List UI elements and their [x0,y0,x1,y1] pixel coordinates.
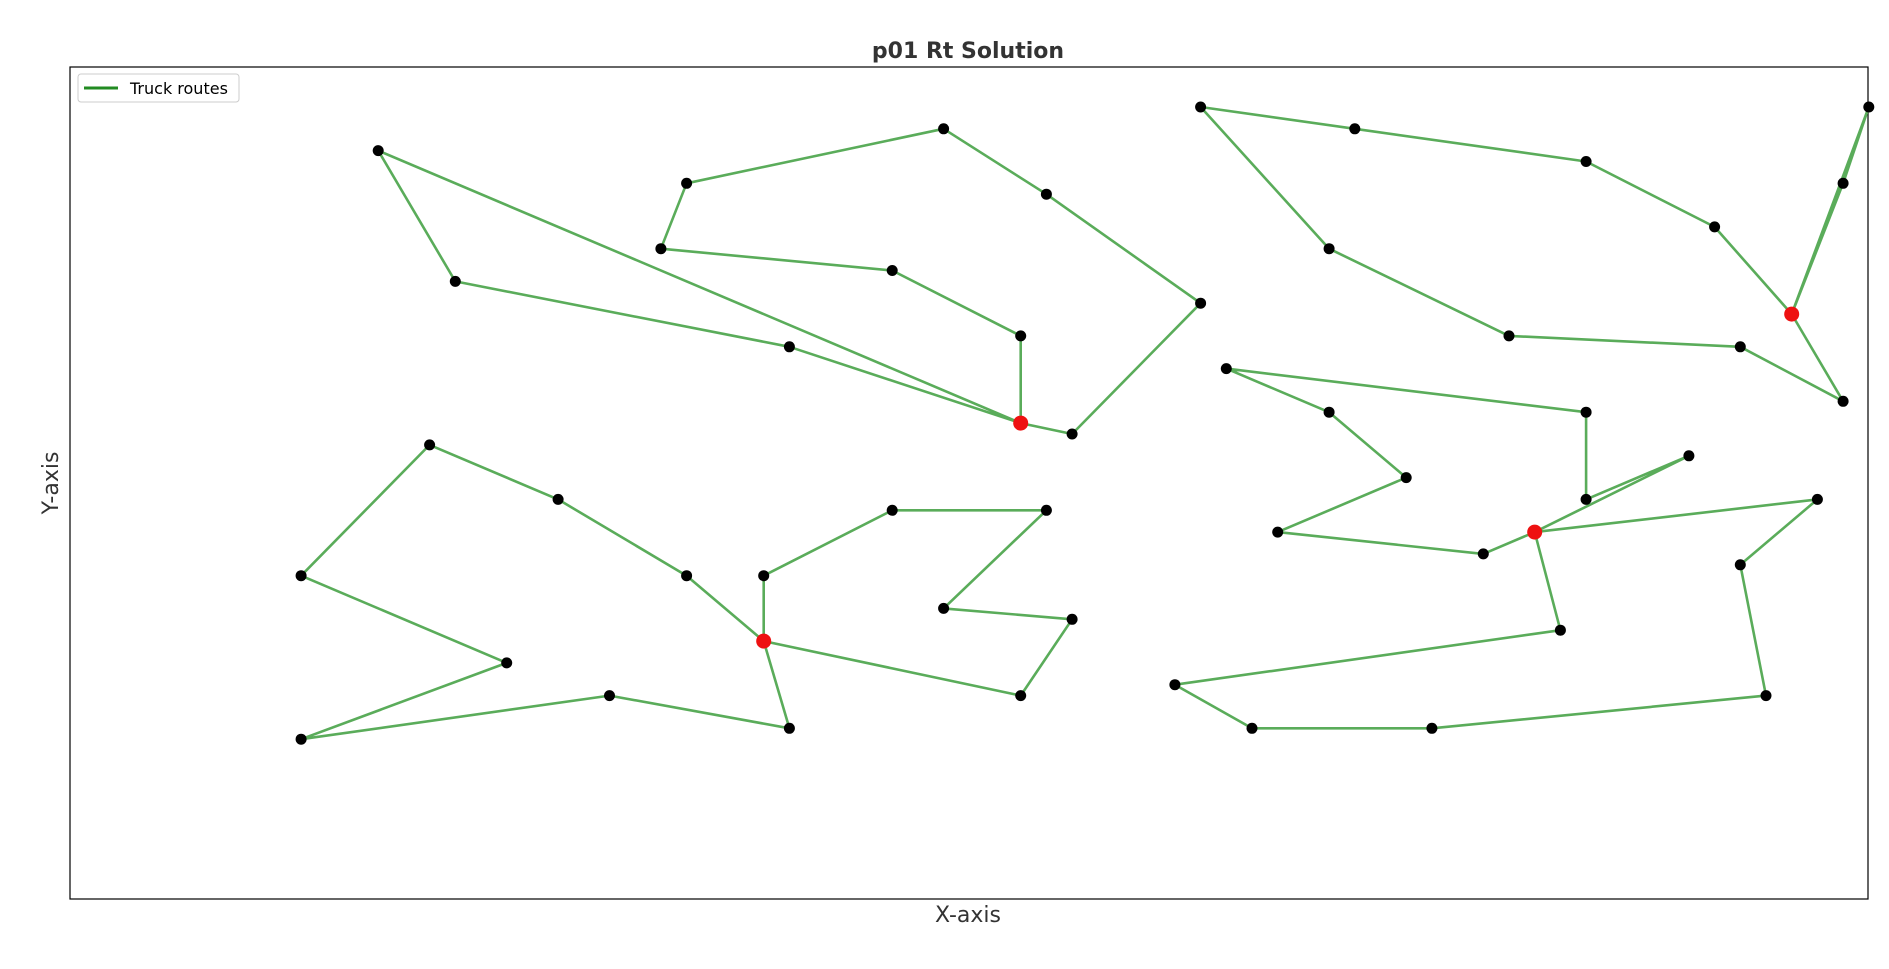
customer-point [1426,722,1438,734]
plot-frame [69,66,1869,900]
customer-point [655,243,667,255]
customer-point [1272,526,1284,538]
depot-point-2 [756,633,772,649]
customer-point [758,570,770,582]
customer-point [1066,613,1078,625]
customer-point [1580,156,1592,167]
customer-point [1734,559,1746,571]
depot-point-1 [1013,415,1029,431]
customer-point [1349,123,1361,135]
chart-title: p01 Rt Solution [872,39,1064,64]
route-line-7 [1199,105,1845,403]
customer-point [449,275,461,287]
customer-point [1837,395,1849,407]
route-line-2 [659,127,1202,436]
customer-point [295,733,307,745]
customer-point [783,341,795,353]
customer-point [1040,504,1052,516]
route-line-5 [1225,367,1691,556]
customer-point [372,145,384,157]
customer-point [1015,690,1027,702]
customer-point [1040,188,1052,200]
legend-label-truck-routes: Truck routes [129,79,228,98]
customer-point [501,657,513,669]
customer-point [1554,624,1566,636]
customer-point [1580,493,1592,505]
customer-point [1477,548,1489,560]
customer-point [552,493,564,505]
customer-point [1400,472,1412,484]
points-layer [295,101,1875,745]
customer-point [295,570,307,582]
customer-point [681,570,693,582]
customer-point [1709,221,1721,233]
legend: Truck routes [77,73,240,103]
customer-point [1246,722,1258,734]
customer-point [1066,428,1078,440]
customer-point [1195,101,1207,113]
customer-point [938,602,950,614]
customer-point [1503,330,1515,342]
customer-point [1837,177,1849,189]
customer-point [1580,406,1592,418]
customer-point [938,123,950,135]
customer-point [1323,406,1335,418]
route-line-4 [762,508,1074,697]
x-axis-label: X-axis [935,903,1001,928]
customer-point [1169,679,1181,691]
customer-point [1811,493,1823,505]
customer-point [1760,690,1772,702]
customer-point [1195,297,1207,309]
customer-point [1734,341,1746,353]
customer-point [681,177,693,189]
depot-point-4 [1784,306,1800,322]
depot-point-3 [1527,524,1543,540]
route-line-3 [299,443,791,741]
route-line-8 [1790,105,1871,315]
legend-box [77,73,240,103]
customer-point [783,722,795,734]
customer-point [1683,450,1695,462]
customer-point [886,504,898,516]
y-axis-label: Y-axis [39,452,64,516]
customer-point [886,265,898,276]
customer-point [1323,243,1335,255]
customer-point [1863,101,1875,113]
customer-point [1015,330,1027,342]
customer-point [424,439,436,451]
customer-point [1220,363,1232,375]
customer-point [604,690,615,702]
